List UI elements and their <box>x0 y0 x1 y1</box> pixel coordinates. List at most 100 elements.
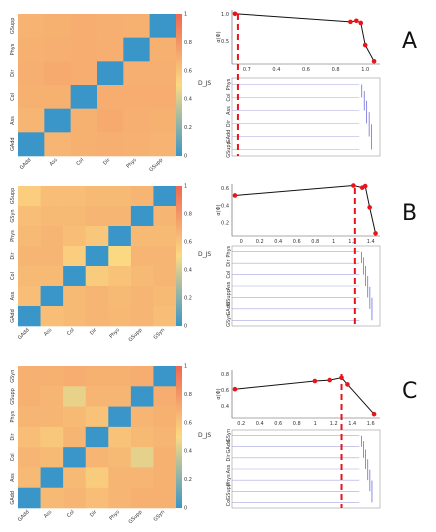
heatmap-cell <box>18 85 45 109</box>
colorbar-label: D_JS <box>198 432 211 439</box>
col-label: Dir <box>89 327 99 337</box>
heatmap-cell <box>63 447 87 468</box>
colorbar-tick: 0.2 <box>184 296 192 302</box>
curve-x-tick: 0.4 <box>256 421 264 427</box>
heatmap-cell <box>130 487 154 509</box>
row-label: GAdd <box>10 137 16 151</box>
heatmap-cell <box>149 132 177 157</box>
dendrogram-label: GSupp <box>226 483 232 500</box>
col-label: Col <box>66 509 76 519</box>
heatmap-cell <box>63 406 87 428</box>
heatmap-cell <box>40 426 64 448</box>
heatmap-cell <box>18 61 45 86</box>
heatmap-cell <box>63 487 87 509</box>
curve-x-tick: 0.6 <box>293 239 301 245</box>
dendrogram-label: GAdd <box>226 302 232 316</box>
dendrogram-label: Col <box>226 271 232 279</box>
colorbar-tick: 0.2 <box>184 125 192 131</box>
heatmap-cell <box>123 132 150 157</box>
curve-y-label: α(Φ) <box>216 204 222 215</box>
heatmap-cell <box>97 37 124 62</box>
curve-y-tick: 0.6 <box>221 186 229 192</box>
colorbar-tick: 0.8 <box>184 40 192 46</box>
row-label: GSyn <box>10 370 16 383</box>
heatmap-cell <box>40 447 64 468</box>
curve-line <box>234 13 375 62</box>
row-label: Dir <box>10 69 16 77</box>
heatmap-cell <box>85 286 109 307</box>
curve-x-tick: 1.0 <box>361 67 369 73</box>
colorbar-tick: 0.4 <box>184 268 192 274</box>
dendrogram-label: Phys <box>226 245 232 257</box>
heatmap-cell <box>153 426 177 448</box>
heatmap-cell <box>18 487 41 509</box>
colorbar-tick: 0.6 <box>184 420 192 426</box>
heatmap-cell <box>123 14 150 38</box>
heatmap-cell <box>63 246 87 267</box>
heatmap-cell <box>108 487 132 509</box>
colorbar-tick: 0.8 <box>184 392 192 398</box>
heatmap-cell <box>153 306 177 327</box>
row-label: Col <box>10 93 16 101</box>
curve-axes <box>231 370 380 419</box>
heatmap-cell <box>130 266 154 287</box>
heatmap-cell <box>153 206 177 227</box>
heatmap-cell <box>63 306 87 327</box>
row-label: Col <box>10 272 16 280</box>
curve-x-tick: 1.6 <box>367 421 375 427</box>
heatmap-cell <box>85 186 109 207</box>
dendrogram-label: GSyn <box>226 314 232 327</box>
curve-point <box>358 20 364 26</box>
dendrogram-label: GAdd <box>226 130 232 144</box>
heatmap-cell <box>153 366 177 387</box>
row-label: GSupp <box>10 388 16 405</box>
heatmap-cell <box>108 306 132 327</box>
col-label: GAdd <box>17 327 31 341</box>
dendrogram-label: Ass <box>226 464 232 473</box>
colorbar <box>176 186 182 326</box>
heatmap-cell <box>40 487 64 509</box>
col-label: Ass <box>43 327 54 338</box>
dendrogram-label: GSyn <box>226 429 232 442</box>
col-label: GSyn <box>153 509 167 523</box>
heatmap-cell <box>18 406 41 428</box>
curve-x-tick: 1 <box>332 239 335 245</box>
curve-y-tick: 0.2 <box>221 221 229 227</box>
heatmap-cell <box>85 306 109 327</box>
heatmap-cell <box>18 246 41 267</box>
heatmap-cell <box>18 426 41 448</box>
heatmap-cell <box>130 386 154 407</box>
heatmap-cell <box>40 406 64 428</box>
row-label: Ass <box>10 473 16 482</box>
heatmap-cell <box>108 266 132 287</box>
heatmap-cell <box>40 226 64 247</box>
heatmap-cell <box>85 386 109 407</box>
heatmap-cell <box>18 266 41 287</box>
heatmap-cell <box>18 467 41 489</box>
heatmap-cell <box>70 108 98 133</box>
heatmap-cell <box>153 467 177 489</box>
heatmap-cell <box>40 366 64 387</box>
heatmap-cell <box>40 206 64 227</box>
heatmap-cell <box>85 366 109 387</box>
curve-x-tick: 0.4 <box>272 67 280 73</box>
heatmap-cell <box>85 487 109 509</box>
heatmap-cell <box>130 447 154 468</box>
heatmap-cell <box>149 61 177 86</box>
heatmap-cell <box>123 61 150 86</box>
heatmap-cell <box>70 85 98 109</box>
heatmap-cell <box>70 37 98 62</box>
col-label: Dir <box>102 157 112 167</box>
panel-letter: A <box>402 29 417 54</box>
curve-point <box>371 59 377 64</box>
colorbar-tick: 0 <box>184 324 187 330</box>
heatmap-cell <box>40 186 64 207</box>
colorbar-tick: 0 <box>184 506 187 512</box>
heatmap-cell <box>97 85 124 109</box>
heatmap-cell <box>18 206 41 227</box>
curve-x-tick: 1.2 <box>348 239 356 245</box>
curve-x-tick: 0.2 <box>237 421 245 427</box>
colorbar-tick: 1 <box>184 12 187 18</box>
